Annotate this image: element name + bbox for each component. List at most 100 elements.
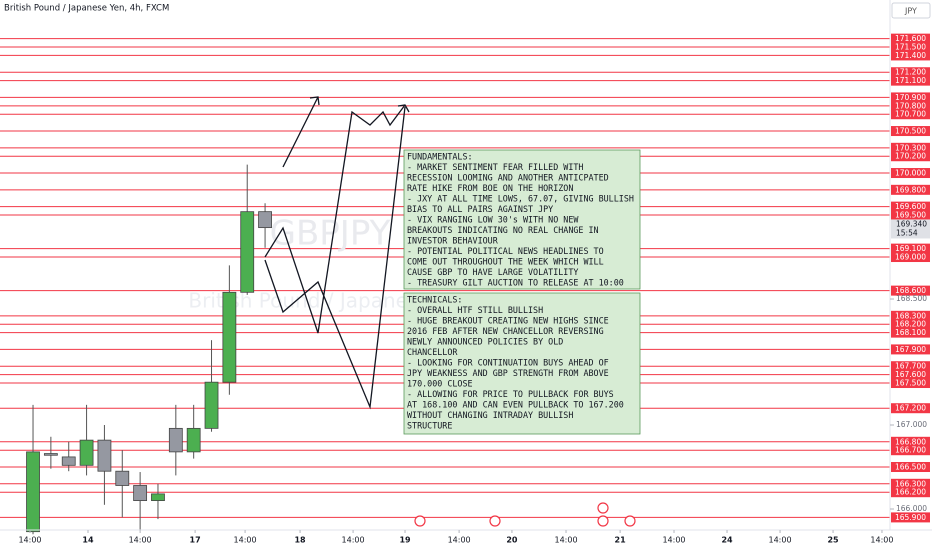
arrow-head — [397, 104, 410, 113]
candle-body — [258, 211, 272, 229]
event-icon[interactable] — [489, 515, 501, 527]
level-label: 171.400 — [895, 51, 926, 60]
candle-body — [61, 456, 76, 466]
level-label: 170.800 — [895, 101, 926, 110]
level-label-box — [891, 327, 930, 338]
note-line: - VIX RANGING LOW 30's WITH NO NEW — [407, 215, 579, 225]
candle-body — [204, 381, 219, 429]
level-label: 169.800 — [895, 185, 926, 194]
level-label-box — [891, 50, 930, 61]
arrow — [282, 96, 319, 168]
level-label-box — [891, 378, 930, 389]
note-box — [403, 149, 641, 290]
level-label: 166.500 — [895, 463, 926, 472]
level-label-box — [891, 126, 930, 137]
event-icon[interactable] — [597, 515, 609, 527]
x-tick-label: 14:00 — [342, 536, 365, 545]
note-line: - LOOKING FOR CONTINUATION BUYS AHEAD OF — [407, 358, 609, 368]
event-icon[interactable] — [414, 515, 426, 527]
y-tick-label: 168.500 — [896, 294, 927, 303]
event-icon[interactable] — [597, 502, 609, 514]
note-line: - ALLOWING FOR PRICE TO PULLBACK FOR BUY… — [407, 389, 614, 399]
candle-body — [151, 493, 165, 502]
note-line: WITHOUT CHANGING INTRADAY BULLISH — [407, 410, 573, 420]
note-line: JPY WEAKNESS AND GBP STRENGTH FROM ABOVE — [407, 368, 609, 378]
x-tick-label: 14:00 — [129, 536, 152, 545]
level-label-box — [891, 109, 930, 120]
level-label-box — [891, 361, 930, 372]
arrow — [264, 104, 406, 334]
level-label-box — [891, 67, 930, 78]
level-label-box — [891, 92, 930, 103]
x-tick-label: 24 — [721, 536, 733, 545]
level-label: 167.900 — [895, 345, 926, 354]
level-label: 165.900 — [895, 513, 926, 522]
level-label-box — [891, 75, 930, 86]
note-line: CHANCELLOR — [407, 347, 458, 357]
x-tick-label: 25 — [827, 536, 839, 545]
level-label-box — [891, 462, 930, 473]
note-line: - MARKET SENTIMENT FEAR FILLED WITH — [407, 162, 583, 172]
note-line: - HUGE BREAKOUT CREATING NEW HIGHS SINCE — [407, 316, 609, 326]
level-label-box — [891, 436, 930, 447]
level-label: 170.200 — [895, 152, 926, 161]
event-icons — [414, 502, 636, 527]
note-line: TECHNICALS: — [407, 295, 462, 305]
price-axis — [890, 0, 932, 550]
level-label: 167.200 — [895, 404, 926, 413]
note-line: 170.000 CLOSE — [407, 379, 473, 389]
event-icon[interactable] — [624, 515, 636, 527]
level-label: 169.100 — [895, 244, 926, 253]
level-label: 167.700 — [895, 362, 926, 371]
level-label: 168.100 — [895, 328, 926, 337]
level-label-box — [891, 151, 930, 162]
level-label-box — [891, 403, 930, 414]
level-label: 171.600 — [895, 34, 926, 43]
x-tick-label: 14:00 — [554, 536, 577, 545]
level-label: 166.700 — [895, 446, 926, 455]
level-label-box — [891, 100, 930, 111]
level-label-box — [891, 201, 930, 212]
level-label: 169.600 — [895, 202, 926, 211]
currency: JPY — [904, 7, 917, 16]
level-label: 169.500 — [895, 211, 926, 220]
currency-box[interactable] — [891, 2, 931, 19]
level-label-box — [891, 42, 930, 53]
x-tick-label: 14:00 — [769, 536, 792, 545]
candle-body — [186, 427, 201, 453]
x-tick-label: 18 — [294, 536, 306, 545]
note-line: RECESSION LOOMING AND ANOTHER ANTICPATED — [407, 173, 609, 183]
y-tick-label: 167.000 — [896, 420, 927, 429]
level-label-box — [891, 487, 930, 498]
x-tick-label: 20 — [506, 536, 518, 545]
drawings — [264, 96, 410, 410]
note-line: CAUSE GBP TO HAVE LARGE VOLATILITY — [407, 267, 578, 277]
x-tick-label: 17 — [190, 536, 201, 545]
note-box — [403, 292, 641, 435]
level-label-box — [891, 184, 930, 195]
candle-body — [97, 439, 112, 472]
x-tick-label: 14:00 — [448, 536, 471, 545]
level-label: 167.500 — [895, 379, 926, 388]
note-line: BIAS TO ALL PAIRS AGAINST JPY — [407, 204, 553, 214]
note-line: STRUCTURE — [407, 421, 452, 431]
level-label: 171.200 — [895, 68, 926, 77]
level-label-box — [891, 33, 930, 44]
level-label: 170.900 — [895, 93, 926, 102]
level-label-box — [891, 369, 930, 380]
candles — [26, 164, 272, 535]
x-tick-label: 21 — [615, 536, 627, 545]
level-label: 166.200 — [895, 488, 926, 497]
level-label: 170.700 — [895, 110, 926, 119]
note-line: - TREASURY GILT AUCTION TO RELEASE AT 10… — [407, 278, 624, 288]
level-label-box — [891, 243, 930, 254]
level-label: 170.300 — [895, 143, 926, 152]
level-label: 169.000 — [895, 253, 926, 262]
note-line: - JXY AT ALL TIME LOWS, 67.07, GIVING BU… — [407, 194, 634, 204]
last-price: 169.340 — [896, 219, 927, 228]
last-price-box — [891, 219, 930, 239]
level-label: 166.800 — [895, 437, 926, 446]
level-label: 168.200 — [895, 320, 926, 329]
level-label-box — [891, 445, 930, 456]
